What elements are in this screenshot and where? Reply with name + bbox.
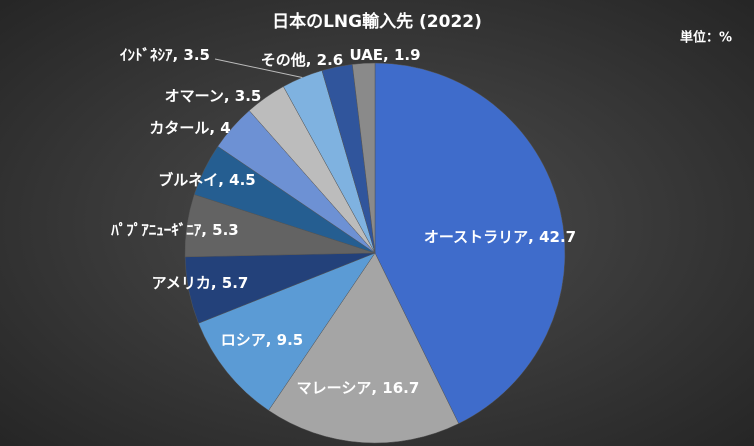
category-name: ロシア <box>221 331 266 349</box>
value-label: 1.9 <box>394 46 421 64</box>
category-name: カタール <box>149 119 209 137</box>
data-label: ﾊﾟﾌﾟｱﾆｭｰｷﾞﾆｱ, 5.3 <box>110 221 239 239</box>
category-name: アメリカ <box>152 274 211 292</box>
data-label: オマーン, 3.5 <box>165 87 262 105</box>
pie-slice <box>268 252 460 444</box>
separator: , <box>371 379 382 397</box>
separator: , <box>266 331 277 349</box>
category-name: オマーン <box>165 87 224 105</box>
separator: , <box>224 87 235 105</box>
separator: , <box>201 221 212 239</box>
value-label: 4.5 <box>229 171 256 189</box>
data-label: カタール, 4 <box>149 119 230 137</box>
value-label: 3.5 <box>183 46 210 64</box>
pie <box>184 62 566 444</box>
pie-slice <box>198 252 376 411</box>
value-label: 42.7 <box>539 228 576 246</box>
category-name: オーストラリア <box>424 228 528 246</box>
unit-label: 単位：% <box>680 30 732 46</box>
category-name: マレーシア <box>297 379 372 397</box>
separator: , <box>383 46 394 64</box>
separator: , <box>306 51 317 69</box>
value-label: 4 <box>220 119 230 137</box>
category-name: UAE <box>349 46 383 64</box>
separator: , <box>218 171 229 189</box>
separator: , <box>528 228 539 246</box>
data-label: UAE, 1.9 <box>349 46 420 64</box>
data-label: アメリカ, 5.7 <box>152 274 249 292</box>
separator: , <box>209 119 220 137</box>
leader-line <box>214 58 303 78</box>
data-label: ロシア, 9.5 <box>221 331 304 349</box>
category-name: ブルネイ <box>158 171 218 189</box>
separator: , <box>211 274 222 292</box>
data-label: ｲﾝﾄﾞﾈｼｱ, 3.5 <box>120 46 210 64</box>
pie-slice <box>374 62 566 424</box>
value-label: 16.7 <box>382 379 419 397</box>
pie-slice <box>352 62 376 254</box>
value-label: 5.7 <box>222 274 249 292</box>
separator: , <box>173 46 184 64</box>
data-label: マレーシア, 16.7 <box>297 379 420 397</box>
category-name: ﾊﾟﾌﾟｱﾆｭｰｷﾞﾆｱ <box>110 221 202 239</box>
data-label: ブルネイ, 4.5 <box>158 171 256 189</box>
category-name: ｲﾝﾄﾞﾈｼｱ <box>120 46 173 64</box>
value-label: 9.5 <box>277 331 304 349</box>
labels: オーストラリア, 42.7 マレーシア, 16.7 ロシア, 9.5 アメリカ, 5.… <box>110 46 576 397</box>
category-name: その他 <box>261 51 306 69</box>
value-label: 3.5 <box>235 87 262 105</box>
chart-title: 日本のLNG輸入先 (2022) <box>272 11 482 32</box>
value-label: 5.3 <box>212 221 239 239</box>
value-label: 2.6 <box>317 51 344 69</box>
data-label: その他, 2.6 <box>261 51 344 69</box>
data-label: オーストラリア, 42.7 <box>424 228 576 246</box>
